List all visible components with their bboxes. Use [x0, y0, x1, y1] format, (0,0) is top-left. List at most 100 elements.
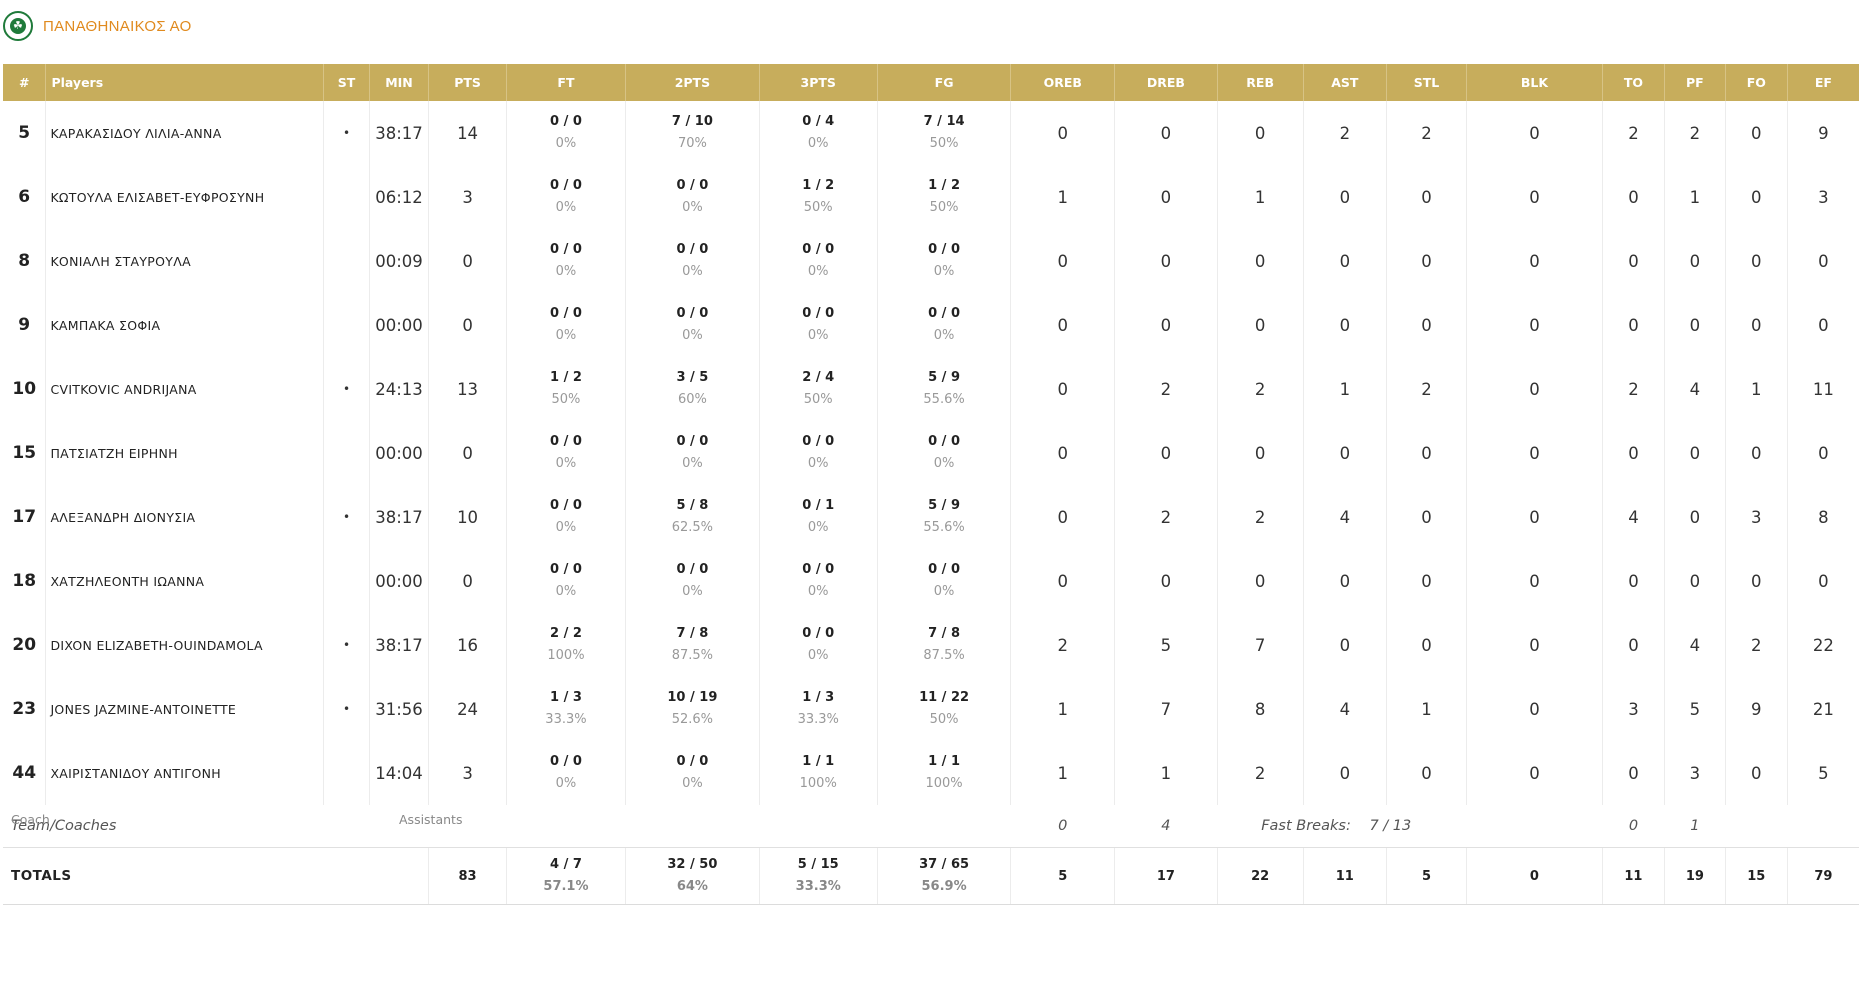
- stat-fo: 0: [1724, 229, 1788, 293]
- stat-pf: 5: [1663, 677, 1726, 741]
- player-points: 13: [428, 357, 507, 421]
- shot-percentage: 0%: [807, 328, 829, 343]
- stat-stl: 0: [1386, 165, 1467, 229]
- header-ef[interactable]: EF: [1786, 64, 1859, 101]
- player-name-link[interactable]: ΧΑΤΖΗΛΕΟΝΤΗ ΙΩΑΝΝΑ: [45, 549, 324, 613]
- stat-ast: 0: [1302, 421, 1387, 485]
- starter-marker: [323, 549, 370, 613]
- stat-ef: 8: [1786, 485, 1859, 549]
- stat-fo: 0: [1724, 741, 1788, 805]
- shot-cell-fg: 0 / 0 0%: [876, 229, 1011, 293]
- stat-reb: 0: [1216, 229, 1304, 293]
- player-name-link[interactable]: ΠΑΤΣΙΑΤΖΗ ΕΙΡΗΝΗ: [45, 421, 324, 485]
- stat-dreb: 0: [1114, 293, 1218, 357]
- header-ast[interactable]: AST: [1302, 64, 1387, 101]
- header-oreb[interactable]: OREB: [1010, 64, 1115, 101]
- stat-blk: 0: [1465, 101, 1603, 165]
- player-name-link[interactable]: CVITKOVIC ANDRIJANA: [45, 357, 324, 421]
- header-3pts[interactable]: 3PTS: [758, 64, 878, 101]
- header-st[interactable]: ST: [323, 64, 370, 101]
- shots-made-attempted: 0 / 0: [550, 754, 582, 769]
- shot-percentage: 33.3%: [545, 712, 587, 727]
- player-name-link[interactable]: ΚΟΝΙΑΛΗ ΣΤΑΥΡΟΥΛΑ: [45, 229, 324, 293]
- stat-pf: 4: [1663, 357, 1726, 421]
- stat-stl: 2: [1386, 101, 1467, 165]
- player-rows: 5 ΚΑΡΑΚΑΣΙΔΟΥ ΛΙΛΙΑ-ΑΝΝΑ • 38:17 14 0 / 0 0% 7 …: [3, 101, 1859, 805]
- shot-percentage: 0%: [807, 136, 829, 151]
- stat-ast: 1: [1302, 357, 1387, 421]
- table-header-row: # Players ST MIN PTS FT 2PTS 3PTS FG ORE…: [3, 64, 1859, 101]
- header-dreb[interactable]: DREB: [1114, 64, 1218, 101]
- stat-stl: 0: [1386, 421, 1467, 485]
- player-minutes: 06:12: [368, 165, 429, 229]
- player-minutes: 00:00: [368, 293, 429, 357]
- stat-dreb: 0: [1114, 165, 1218, 229]
- stat-ef: 9: [1786, 101, 1859, 165]
- stat-ef: 5: [1786, 741, 1859, 805]
- table-row: 15 ΠΑΤΣΙΑΤΖΗ ΕΙΡΗΝΗ 00:00 0 0 / 0 0% 0 / 0 0% 0 …: [3, 421, 1859, 485]
- table-row: 44 ΧΑΙΡΙΣΤΑΝΙΔΟΥ ΑΝΤΙΓΟΝΗ 14:04 3 0 / 0 0% 0 /…: [3, 741, 1859, 805]
- header-2pts[interactable]: 2PTS: [625, 64, 760, 101]
- header-pf[interactable]: PF: [1663, 64, 1726, 101]
- header-to[interactable]: TO: [1601, 64, 1665, 101]
- stat-blk: 0: [1465, 357, 1603, 421]
- shot-cell-ft: 0 / 0 0%: [505, 165, 626, 229]
- stat-reb: 8: [1216, 677, 1304, 741]
- totals-dreb: 17: [1114, 847, 1218, 905]
- stat-ast: 0: [1302, 293, 1387, 357]
- player-name-link[interactable]: DIXON ELIZABETH-OUINDAMOLA: [45, 613, 324, 677]
- table-row: 20 DIXON ELIZABETH-OUINDAMOLA • 38:17 16 2 / …: [3, 613, 1859, 677]
- header-players[interactable]: Players: [45, 64, 324, 101]
- team-name[interactable]: ΠΑΝΑΘΗΝΑΙΚΟΣ ΑΟ: [43, 17, 192, 35]
- header-stl[interactable]: STL: [1386, 64, 1467, 101]
- shot-cell-ft: 0 / 0 0%: [505, 293, 626, 357]
- header-number[interactable]: #: [3, 64, 46, 101]
- player-name-link[interactable]: JONES JAZMINE-ANTOINETTE: [45, 677, 324, 741]
- header-reb[interactable]: REB: [1216, 64, 1304, 101]
- shot-cell-p3: 0 / 1 0%: [758, 485, 878, 549]
- shot-percentage: 50%: [929, 712, 959, 727]
- stat-blk: 0: [1465, 229, 1603, 293]
- header-fg[interactable]: FG: [876, 64, 1011, 101]
- player-number: 20: [12, 635, 37, 655]
- shot-percentage: 50%: [929, 136, 959, 151]
- stat-ef: 0: [1786, 229, 1859, 293]
- stat-stl: 0: [1386, 613, 1467, 677]
- shot-cell-p2: 0 / 0 0%: [625, 165, 760, 229]
- starter-marker: •: [323, 357, 370, 421]
- stat-stl: 0: [1386, 229, 1467, 293]
- shot-cell-fg: 1 / 2 50%: [876, 165, 1011, 229]
- header-pts[interactable]: PTS: [428, 64, 507, 101]
- shot-percentage: 0%: [933, 456, 955, 471]
- fast-breaks-value: 7 / 13: [1369, 818, 1412, 834]
- header-ft[interactable]: FT: [505, 64, 626, 101]
- player-points: 0: [428, 293, 507, 357]
- shots-made-attempted: 0 / 0: [676, 754, 709, 769]
- stat-blk: 0: [1465, 549, 1603, 613]
- player-name-link[interactable]: ΚΩΤΟΥΛΑ ΕΛΙΣΑΒΕΤ-ΕΥΦΡΟΣΥΝΗ: [45, 165, 324, 229]
- player-name-link[interactable]: ΚΑΜΠΑΚΑ ΣΟΦΙΑ: [45, 293, 324, 357]
- player-name-link[interactable]: ΚΑΡΑΚΑΣΙΔΟΥ ΛΙΛΙΑ-ΑΝΝΑ: [45, 101, 324, 165]
- player-number: 15: [12, 443, 37, 463]
- table-row: 17 ΑΛΕΞΑΝΔΡΗ ΔΙΟΝΥΣΙΑ • 38:17 10 0 / 0 0% 5 / 8…: [3, 485, 1859, 549]
- stat-stl: 2: [1386, 357, 1467, 421]
- player-name-link[interactable]: ΑΛΕΞΑΝΔΡΗ ΔΙΟΝΥΣΙΑ: [45, 485, 324, 549]
- shot-percentage: 60%: [677, 392, 707, 407]
- stat-reb: 0: [1216, 101, 1304, 165]
- totals-row: TOTALS 83 4 / 7 57.1% 32 / 50 64% 5 / 15 33…: [3, 847, 1859, 905]
- totals-fo: 15: [1724, 847, 1788, 905]
- shot-percentage: 52.6%: [671, 712, 714, 727]
- shots-made-attempted: 0 / 0: [676, 178, 709, 193]
- player-number: 9: [18, 315, 31, 335]
- stat-dreb: 0: [1114, 421, 1218, 485]
- header-blk[interactable]: BLK: [1465, 64, 1603, 101]
- player-name-link[interactable]: ΧΑΙΡΙΣΤΑΝΙΔΟΥ ΑΝΤΙΓΟΝΗ: [45, 741, 324, 805]
- shot-cell-fg: 7 / 8 87.5%: [876, 613, 1011, 677]
- shot-cell-p3: 0 / 0 0%: [758, 549, 878, 613]
- header-min[interactable]: MIN: [368, 64, 429, 101]
- stat-ef: 11: [1786, 357, 1859, 421]
- shot-percentage: 0%: [807, 456, 829, 471]
- shot-cell-fg: 1 / 1 100%: [876, 741, 1011, 805]
- header-fo[interactable]: FO: [1724, 64, 1788, 101]
- stat-dreb: 0: [1114, 101, 1218, 165]
